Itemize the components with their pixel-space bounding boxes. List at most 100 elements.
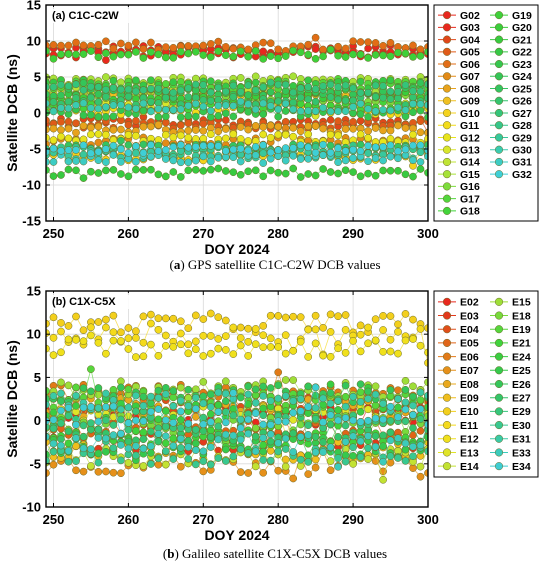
point-E14-260 [124,458,133,467]
point-G05-260 [124,121,133,129]
point-E24-296 [394,403,402,412]
point-E31-259 [117,405,125,414]
caption-body: ) GPS satellite C1C-C2W DCB values [180,257,380,272]
legend-item-G27: G27 [490,108,532,120]
legend-label-G17: G17 [460,193,480,205]
point-E12-294 [379,347,387,356]
point-G21-251 [57,171,65,179]
point-G32-278 [259,141,268,149]
legend-label-G25: G25 [512,83,532,95]
point-E33-288 [334,462,342,471]
legend-marker-G25 [494,84,504,93]
point-E07-267 [176,462,185,471]
point-E27-279 [266,437,275,446]
x-tick-label: 260 [118,226,140,241]
point-E11-260 [124,334,133,343]
point-E27-295 [386,428,395,437]
point-G23-265 [161,112,170,121]
point-E11-272 [214,335,223,343]
point-G06-262 [139,45,148,53]
point-G22-295 [386,76,395,85]
point-G06-260 [124,41,133,50]
point-E12-255 [87,331,95,340]
point-E31-261 [132,391,140,400]
legend-marker-E06 [442,352,452,361]
point-G26-296 [394,94,402,103]
point-G06-263 [147,38,155,47]
point-G21-252 [64,165,73,174]
point-G26-265 [161,93,170,102]
x-tick-label: 290 [342,226,364,241]
legend-item-G29: G29 [490,132,532,144]
point-E25-290 [349,452,357,460]
point-E14-292 [364,455,372,463]
point-G26-270 [199,96,208,104]
point-E11-265 [161,331,170,340]
point-E30-264 [154,454,163,463]
point-G21-280 [274,168,283,177]
point-G30-297 [401,106,410,114]
point-G32-275 [236,144,245,153]
point-E14-281 [281,462,290,471]
point-G08-275 [236,123,245,131]
legend-item-E13: E13 [438,447,479,459]
point-E11-295 [386,335,395,344]
point-G06-286 [319,45,327,54]
point-E10-256 [94,318,103,326]
point-E31-282 [289,397,298,405]
point-E27-251 [57,435,65,443]
point-E10-298 [409,315,417,324]
point-E07-284 [304,470,313,478]
point-E09-279 [266,446,275,455]
legend-marker-G29 [494,133,504,142]
point-E30-267 [176,443,185,452]
point-E14-287 [326,457,335,465]
point-G30-274 [229,101,238,110]
point-G06-266 [169,43,178,52]
point-G27-253 [72,80,80,89]
legend-label-G14: G14 [460,157,480,169]
point-E27-263 [147,427,155,436]
point-E11-262 [139,338,148,347]
y-tick-label: 15 [27,284,41,299]
point-G30-293 [371,107,380,116]
point-G32-253 [72,146,80,154]
point-G19-275 [236,47,245,56]
point-E14-277 [251,462,260,471]
point-G32-257 [102,145,110,153]
point-E26-271 [206,390,215,399]
legend-marker-G20 [494,23,504,32]
point-G31-263 [147,152,155,161]
point-E11-261 [132,334,140,342]
point-G06-293 [371,39,380,47]
point-E33-260 [124,444,133,453]
point-E26-263 [147,399,155,408]
point-G08-277 [251,122,260,130]
point-E15-293 [371,382,380,391]
point-G31-289 [341,156,350,165]
point-E29-285 [311,414,320,423]
point-E34-286 [319,418,327,427]
point-G12-280 [274,130,283,139]
legend-label-G26: G26 [512,96,532,108]
point-G12-287 [326,130,335,139]
point-E34-283 [296,407,305,415]
point-G19-261 [132,48,140,56]
point-E31-289 [341,402,350,411]
legend-marker-E18 [494,311,504,320]
y-tick-label: -5 [29,456,41,471]
point-E12-297 [401,336,410,345]
point-E10-286 [319,323,327,332]
legend-item-G28: G28 [490,120,532,132]
point-G08-256 [94,122,103,131]
legend-marker-E34 [494,462,504,471]
point-E12-272 [214,344,223,353]
point-E31-286 [319,394,327,403]
legend-label-E07: E07 [460,365,479,377]
point-E11-279 [266,334,275,343]
point-G30-278 [259,99,268,108]
point-G05-270 [199,119,208,128]
point-G31-254 [79,157,88,166]
point-G19-284 [304,50,313,59]
point-E07-299 [416,472,425,481]
